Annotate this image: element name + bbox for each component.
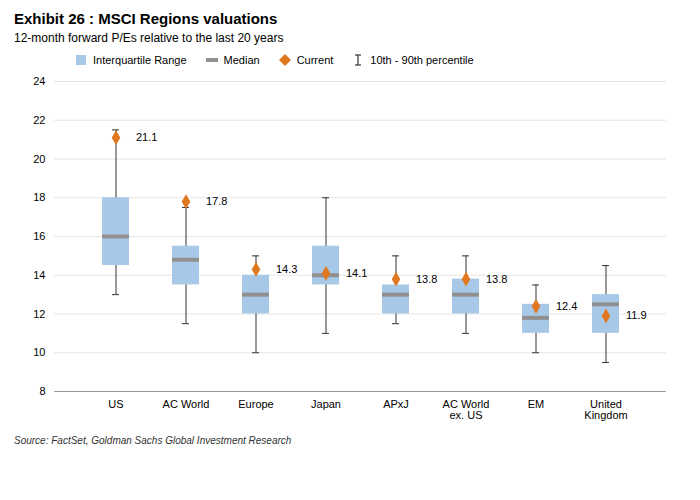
html-text:Median: Median xyxy=(223,54,260,66)
svg-text:UnitedKingdom: UnitedKingdom xyxy=(584,398,627,421)
svg-text:11.9: 11.9 xyxy=(626,309,647,321)
svg-text:14.3: 14.3 xyxy=(276,263,297,275)
svg-text:EM: EM xyxy=(528,398,545,410)
svg-text:18: 18 xyxy=(33,191,45,203)
html-text:Interquartile Range: Interquartile Range xyxy=(93,54,187,66)
svg-text:AC World: AC World xyxy=(163,398,210,410)
svg-text:10: 10 xyxy=(33,346,45,358)
svg-text:13.8: 13.8 xyxy=(486,273,507,285)
html-text:10th - 90th percentile: 10th - 90th percentile xyxy=(370,54,474,66)
svg-text:Japan: Japan xyxy=(311,398,341,410)
svg-text:12.4: 12.4 xyxy=(556,300,577,312)
html-text:Exhibit 26 : MSCI Regions valu: Exhibit 26 : MSCI Regions valuations xyxy=(14,10,278,27)
svg-text:US: US xyxy=(108,398,123,410)
svg-text:14: 14 xyxy=(33,269,45,281)
svg-text:AC Worldex. US: AC Worldex. US xyxy=(443,398,490,421)
svg-text:16: 16 xyxy=(33,230,45,242)
svg-text:24: 24 xyxy=(33,75,45,87)
svg-text:Europe: Europe xyxy=(238,398,273,410)
svg-text:20: 20 xyxy=(33,153,45,165)
svg-text:12: 12 xyxy=(33,308,45,320)
svg-text:17.8: 17.8 xyxy=(206,195,227,207)
svg-text:13.8: 13.8 xyxy=(416,273,437,285)
html-text:Current: Current xyxy=(296,54,334,66)
html-text:Source: FactSet, Goldman Sachs: Source: FactSet, Goldman Sachs Global In… xyxy=(14,435,292,446)
html-text:12-month forward P/Es relative: 12-month forward P/Es relative to the la… xyxy=(14,31,284,45)
svg-text:14.1: 14.1 xyxy=(346,267,367,279)
svg-text:22: 22 xyxy=(33,114,45,126)
svg-text:21.1: 21.1 xyxy=(136,131,157,143)
svg-text:APxJ: APxJ xyxy=(383,398,409,410)
svg-text:8: 8 xyxy=(39,385,45,397)
